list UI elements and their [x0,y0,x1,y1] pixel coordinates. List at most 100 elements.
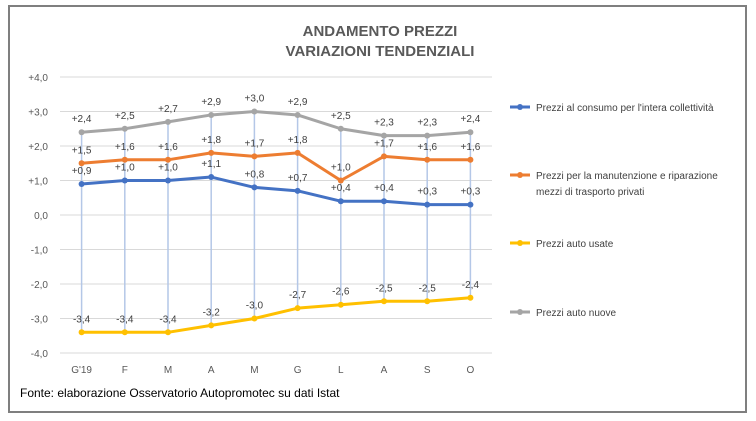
x-tick-label: G'19 [71,365,92,376]
data-point [467,129,474,136]
data-label: +1,6 [417,142,437,153]
x-tick-label: F [122,365,128,376]
data-label: +1,7 [374,138,394,149]
data-label: +2,4 [72,114,92,125]
data-label: -2,5 [419,283,437,294]
data-point [294,149,301,156]
data-point [251,184,258,191]
series-line [81,296,471,334]
data-label: +1,0 [158,163,178,174]
x-tick-label: A [381,365,388,376]
y-tick-label: -4,0 [31,349,49,360]
data-label: +2,9 [201,97,221,108]
data-label: +2,3 [374,118,394,129]
data-point [121,329,128,336]
legend-label: Prezzi al consumo per l'intera collettiv… [536,103,714,114]
x-tick-label: G [294,365,302,376]
data-point [165,329,171,336]
data-label: +2,7 [158,104,178,115]
x-tick-label: A [208,365,215,376]
data-point [381,198,387,205]
data-point [208,322,215,329]
data-label: +1,6 [461,142,481,153]
data-point [121,125,128,132]
legend-label: mezzi di trasporto privati [536,187,644,198]
data-label: +1,8 [288,135,308,146]
y-tick-label: +4,0 [28,73,48,84]
data-label: +1,7 [245,138,265,149]
data-point [251,108,258,115]
data-label: +1,1 [201,159,221,170]
chart-title: VARIAZIONI TENDENZIALI [286,43,475,60]
data-label: +1,6 [115,142,135,153]
data-label: +2,9 [288,97,308,108]
data-point [121,156,128,163]
data-point [165,156,171,163]
data-point [251,315,258,322]
y-tick-label: +3,0 [28,108,48,119]
data-label: +0,7 [288,173,308,184]
y-tick-label: +1,0 [28,177,48,188]
data-point [294,305,301,312]
series-line [81,110,471,138]
data-point [381,132,387,139]
legend-marker [517,309,523,315]
legend-label: Prezzi auto nuove [536,308,616,319]
legend-label: Prezzi per la manutenzione e riparazione [536,171,718,182]
y-tick-label: -1,0 [31,246,49,257]
x-tick-label: M [250,365,258,376]
legend-marker [517,240,523,246]
data-label: +2,5 [115,111,135,122]
data-point [121,177,128,184]
data-point [337,198,344,205]
data-point [381,153,387,160]
data-point [251,153,258,160]
data-label: -3,4 [116,314,134,325]
data-label: +0,3 [461,187,481,198]
x-tick-label: S [424,365,431,376]
data-label: +1,0 [115,163,135,174]
data-label: +2,4 [461,114,481,125]
data-label: -2,7 [289,290,307,301]
data-label: -3,4 [73,314,91,325]
data-point [467,294,474,301]
data-point [424,132,431,139]
data-point [381,298,387,305]
data-point [78,180,85,187]
y-tick-label: 0,0 [34,211,48,222]
y-tick-label: -2,0 [31,280,49,291]
data-label: +0,4 [374,183,394,194]
data-point [467,156,474,163]
data-label: +1,5 [72,145,92,156]
data-point [424,156,431,163]
data-point [78,160,85,167]
series-line [81,175,471,207]
data-point [337,125,344,132]
data-point [424,201,431,208]
data-point [208,174,215,181]
data-label: +2,3 [417,118,437,129]
data-label: +0,8 [245,169,265,180]
x-tick-label: O [467,365,475,376]
y-tick-label: -3,0 [31,315,49,326]
data-label: -2,5 [375,283,393,294]
data-label: -3,0 [246,301,264,312]
chart-frame [8,5,747,413]
data-point [294,187,301,194]
series-line [81,151,471,182]
data-label: +2,5 [331,111,351,122]
x-tick-label: L [338,365,344,376]
data-label: -3,2 [203,307,221,318]
source-note: Fonte: elaborazione Osservatorio Autopro… [20,386,340,400]
data-label: +1,0 [331,163,351,174]
data-point [424,298,431,305]
data-point [78,129,85,136]
data-point [208,149,215,156]
data-label: +0,9 [72,166,92,177]
data-point [78,329,85,336]
y-tick-label: +2,0 [28,142,48,153]
legend-label: Prezzi auto usate [536,239,614,250]
data-label: +3,0 [245,94,265,105]
data-point [165,118,171,125]
data-label: +1,6 [158,142,178,153]
